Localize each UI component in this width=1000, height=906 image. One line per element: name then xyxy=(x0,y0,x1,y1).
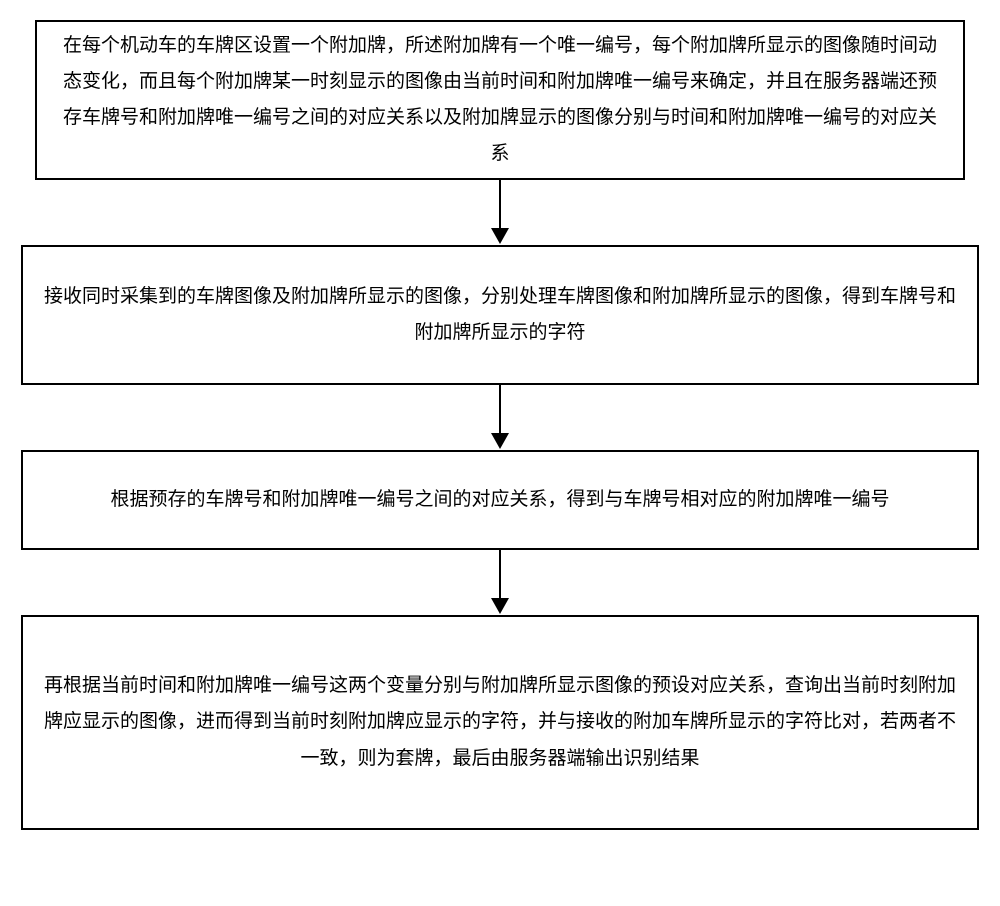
flow-node-text: 接收同时采集到的车牌图像及附加牌所显示的图像，分别处理车牌图像和附加牌所显示的图… xyxy=(43,279,957,351)
flow-node-1: 在每个机动车的车牌区设置一个附加牌，所述附加牌有一个唯一编号，每个附加牌所显示的… xyxy=(35,20,965,180)
flow-node-3: 根据预存的车牌号和附加牌唯一编号之间的对应关系，得到与车牌号相对应的附加牌唯一编… xyxy=(21,450,979,550)
flow-arrow-line xyxy=(499,550,501,598)
flow-arrow-head xyxy=(491,433,509,449)
flow-arrow-line xyxy=(499,385,501,433)
flow-arrow-head xyxy=(491,228,509,244)
flow-node-text: 再根据当前时间和附加牌唯一编号这两个变量分别与附加牌所显示图像的预设对应关系，查… xyxy=(43,668,957,776)
flow-node-text: 在每个机动车的车牌区设置一个附加牌，所述附加牌有一个唯一编号，每个附加牌所显示的… xyxy=(57,28,943,172)
flow-arrow-head xyxy=(491,598,509,614)
flow-node-text: 根据预存的车牌号和附加牌唯一编号之间的对应关系，得到与车牌号相对应的附加牌唯一编… xyxy=(110,482,889,518)
flow-arrow-line xyxy=(499,180,501,228)
flowchart-canvas: 在每个机动车的车牌区设置一个附加牌，所述附加牌有一个唯一编号，每个附加牌所显示的… xyxy=(0,0,1000,906)
flow-node-4: 再根据当前时间和附加牌唯一编号这两个变量分别与附加牌所显示图像的预设对应关系，查… xyxy=(21,615,979,830)
flow-node-2: 接收同时采集到的车牌图像及附加牌所显示的图像，分别处理车牌图像和附加牌所显示的图… xyxy=(21,245,979,385)
